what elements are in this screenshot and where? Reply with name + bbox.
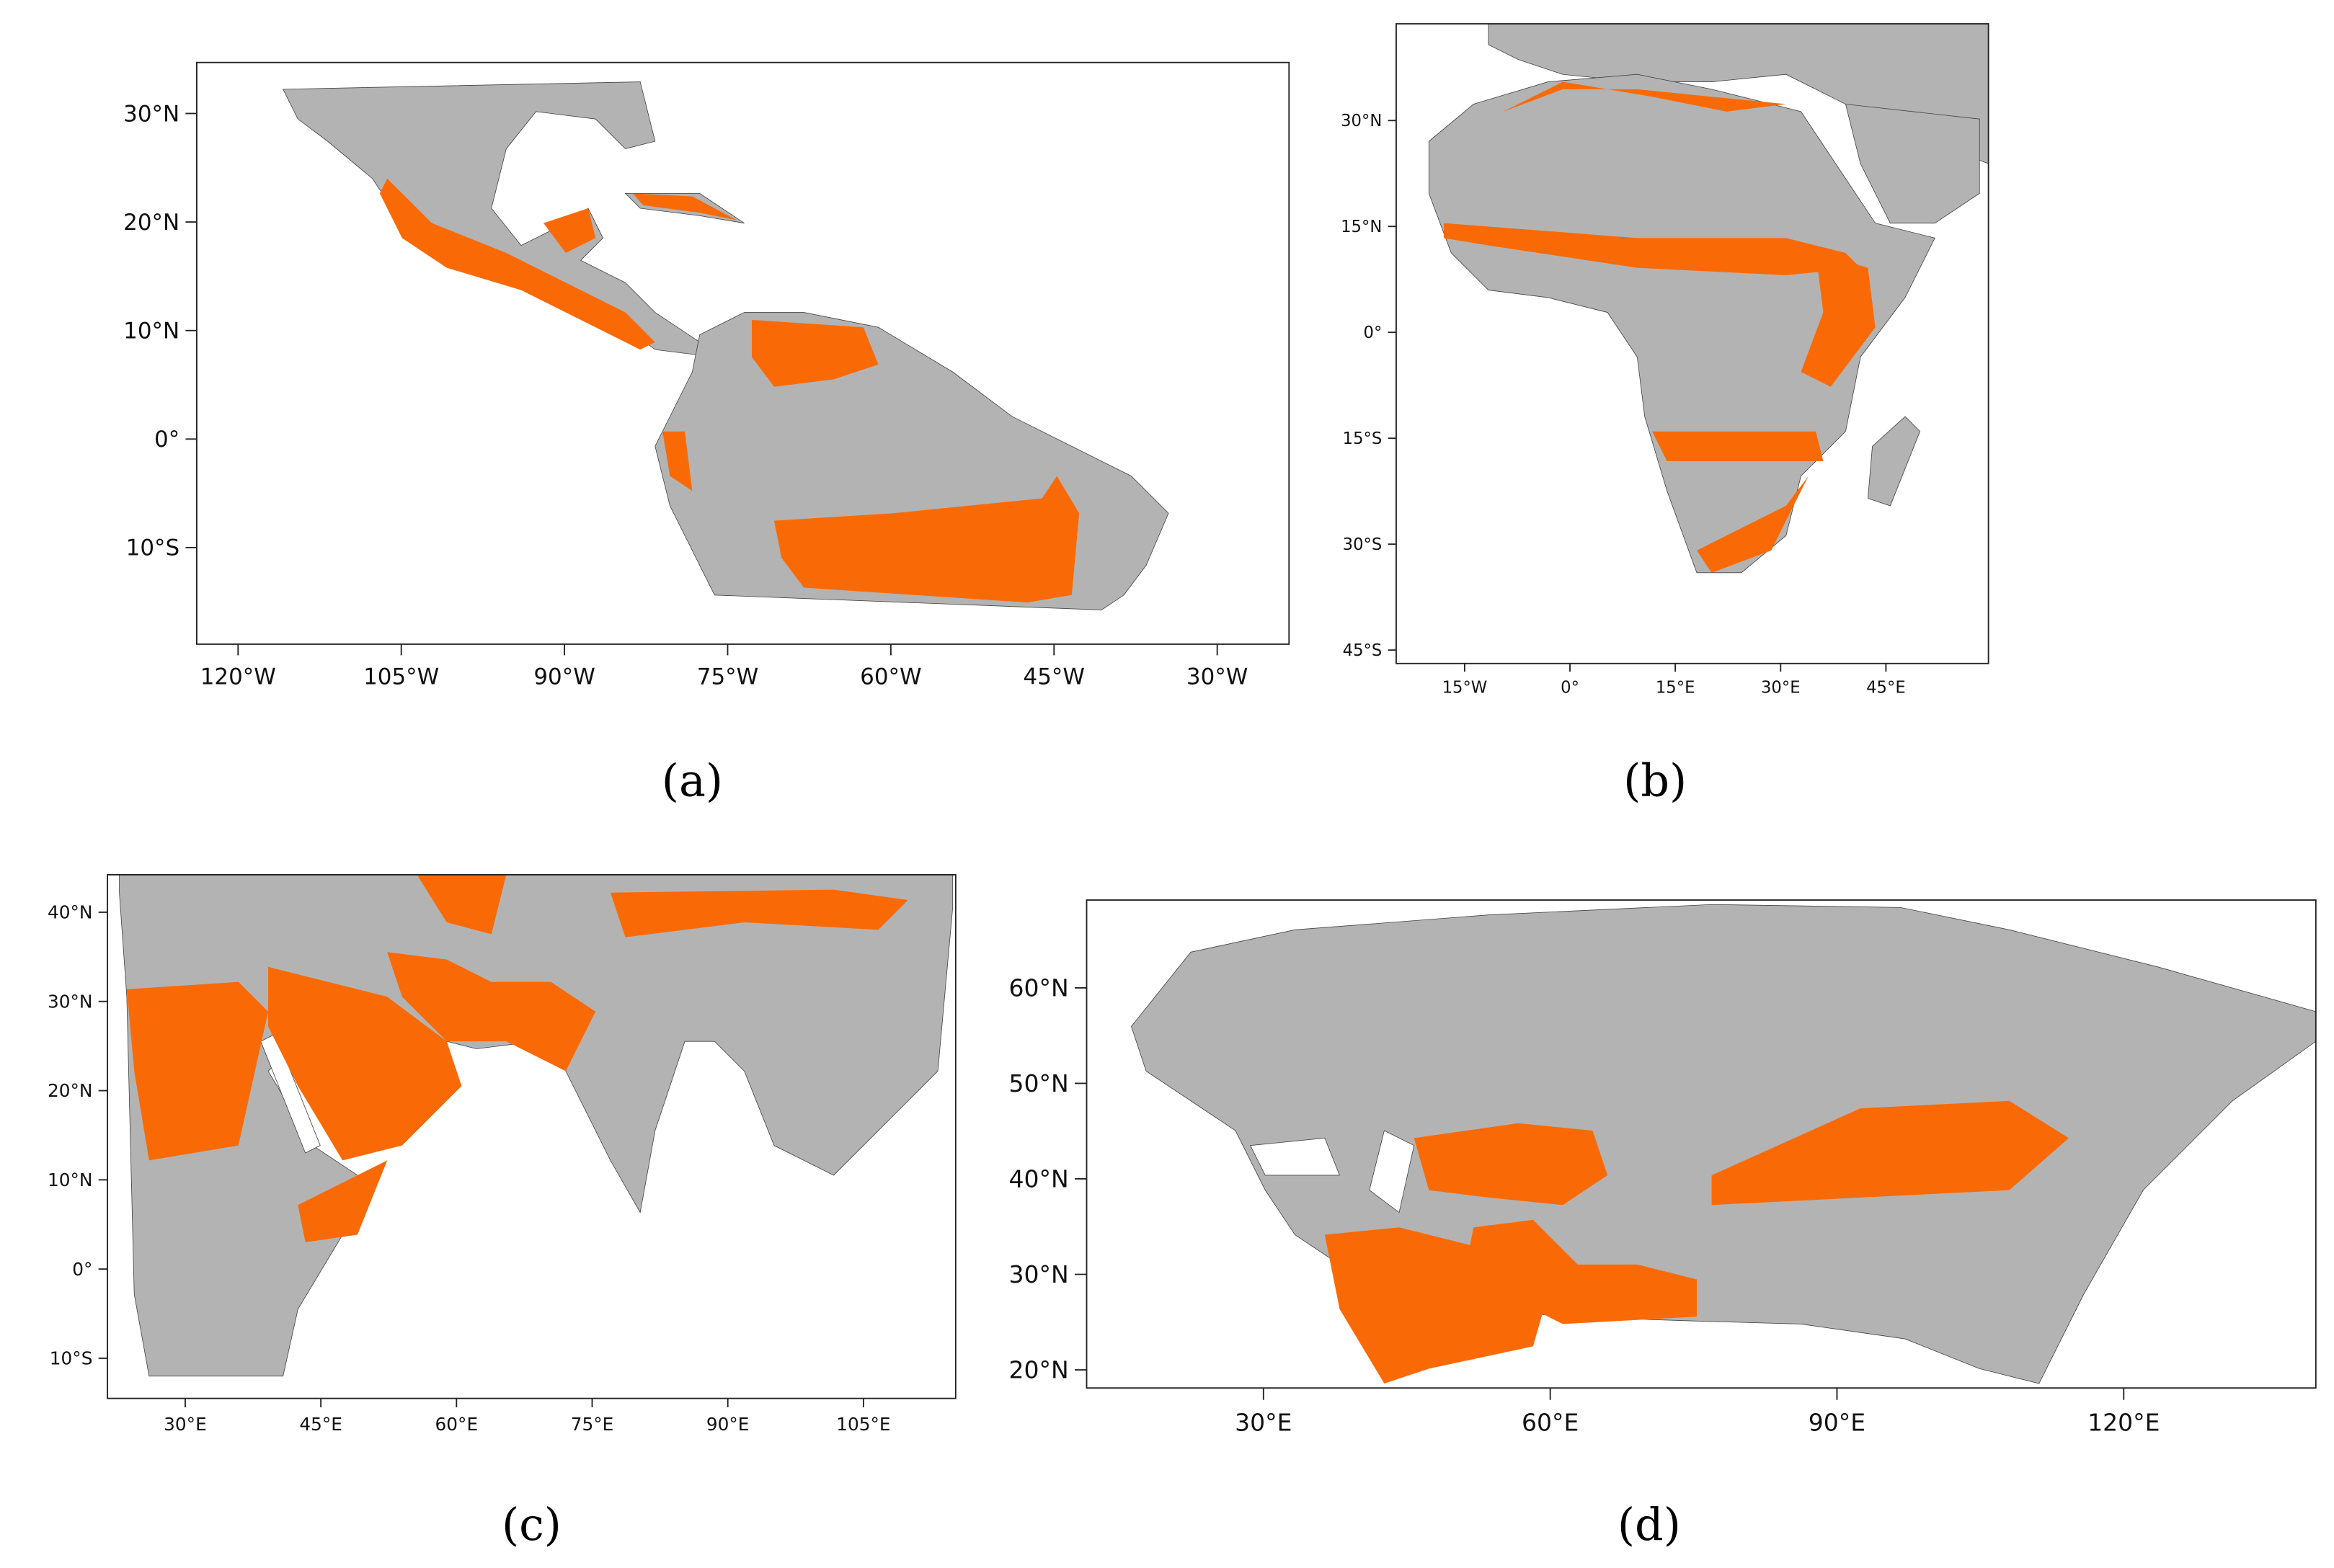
y-tick-label: 50°N <box>1009 1069 1069 1097</box>
hotspot <box>543 208 596 253</box>
panel-caption: (a) <box>662 755 723 807</box>
x-tick-label: 45°E <box>1866 679 1906 698</box>
y-tick-label: 30°N <box>1009 1260 1069 1288</box>
x-tick-label: 105°W <box>363 664 439 690</box>
hotspot <box>1465 1219 1697 1324</box>
x-tick-label: 60°E <box>1522 1409 1579 1437</box>
y-tick-label: 40°N <box>48 902 92 923</box>
x-tick-label: 90°E <box>706 1414 750 1435</box>
y-tick-label: 10°S <box>126 535 180 561</box>
x-tick-label: 30°E <box>1235 1409 1292 1437</box>
y-tick-label: 0° <box>1364 324 1383 342</box>
hotspot <box>752 319 879 387</box>
x-tick-label: 90°E <box>1809 1409 1865 1437</box>
map-c <box>119 874 954 1377</box>
y-tick-label: 0° <box>154 427 179 453</box>
y-tick-label: 10°N <box>48 1170 92 1190</box>
y-tick-label: 15°N <box>1341 218 1382 236</box>
x-tick-label: 30°W <box>1186 664 1248 690</box>
hotspot <box>1444 223 1861 275</box>
water <box>260 1033 321 1154</box>
x-tick-label: 30°E <box>164 1414 207 1435</box>
hotspot <box>1711 1100 2069 1206</box>
water <box>1249 1137 1341 1176</box>
hotspot <box>1652 431 1824 461</box>
hotspot <box>1488 81 1786 120</box>
map-frame <box>196 61 1290 645</box>
y-tick-label: 20°N <box>1009 1356 1069 1384</box>
x-tick-label: 45°E <box>299 1414 342 1435</box>
hotspot <box>1414 1123 1608 1206</box>
y-tick-label: 30°N <box>123 101 179 127</box>
map-frame <box>1395 23 1989 664</box>
panel-caption: (b) <box>1623 755 1687 807</box>
map-b <box>1428 24 1989 574</box>
land <box>283 81 716 358</box>
y-tick-label: 30°N <box>48 991 92 1012</box>
hotspot <box>298 1160 388 1242</box>
x-tick-label: 60°E <box>435 1414 479 1435</box>
x-tick-label: 0° <box>1561 679 1579 698</box>
hotspot <box>773 476 1080 603</box>
y-tick-label: 40°N <box>1009 1165 1069 1193</box>
y-tick-label: 45°S <box>1343 641 1383 660</box>
x-tick-label: 75°W <box>697 664 758 690</box>
map-frame <box>107 874 957 1399</box>
hotspot <box>126 981 269 1161</box>
map-a <box>283 81 1169 610</box>
y-tick-label: 20°N <box>48 1080 92 1101</box>
x-tick-label: 60°W <box>860 664 921 690</box>
water <box>1369 1130 1415 1213</box>
y-tick-label: 0° <box>72 1259 92 1280</box>
y-tick-label: 15°S <box>1343 429 1383 448</box>
hotspot <box>1696 476 1809 573</box>
x-tick-label: 30°E <box>1761 679 1801 698</box>
hotspot <box>662 431 693 491</box>
x-tick-label: 90°W <box>533 664 595 690</box>
hotspot <box>379 178 655 350</box>
x-tick-label: 120°W <box>200 664 276 690</box>
x-tick-label: 15°E <box>1656 679 1695 698</box>
x-tick-label: 75°E <box>571 1414 614 1435</box>
hotspot <box>417 874 507 935</box>
x-tick-label: 105°E <box>836 1414 890 1435</box>
land <box>1867 416 1921 507</box>
hotspot <box>632 193 737 220</box>
hotspot <box>268 966 462 1161</box>
y-tick-label: 20°N <box>123 210 179 236</box>
land <box>1845 104 1980 224</box>
y-tick-label: 30°S <box>1343 535 1383 554</box>
map-frame <box>1086 899 2317 1389</box>
y-tick-label: 30°N <box>1341 112 1382 130</box>
land <box>1488 24 1989 164</box>
x-tick-label: 45°W <box>1024 664 1085 690</box>
hotspot <box>1801 252 1876 387</box>
panel-caption: (d) <box>1618 1499 1681 1551</box>
land <box>119 874 954 1377</box>
y-tick-label: 10°N <box>123 318 179 344</box>
y-tick-label: 10°S <box>50 1348 93 1369</box>
hotspot <box>610 889 908 937</box>
y-tick-label: 60°N <box>1009 974 1069 1002</box>
x-tick-label: 120°E <box>2087 1409 2160 1437</box>
x-tick-label: 15°W <box>1442 679 1488 698</box>
panel-caption: (c) <box>502 1499 562 1551</box>
map-d <box>1130 904 2316 1384</box>
